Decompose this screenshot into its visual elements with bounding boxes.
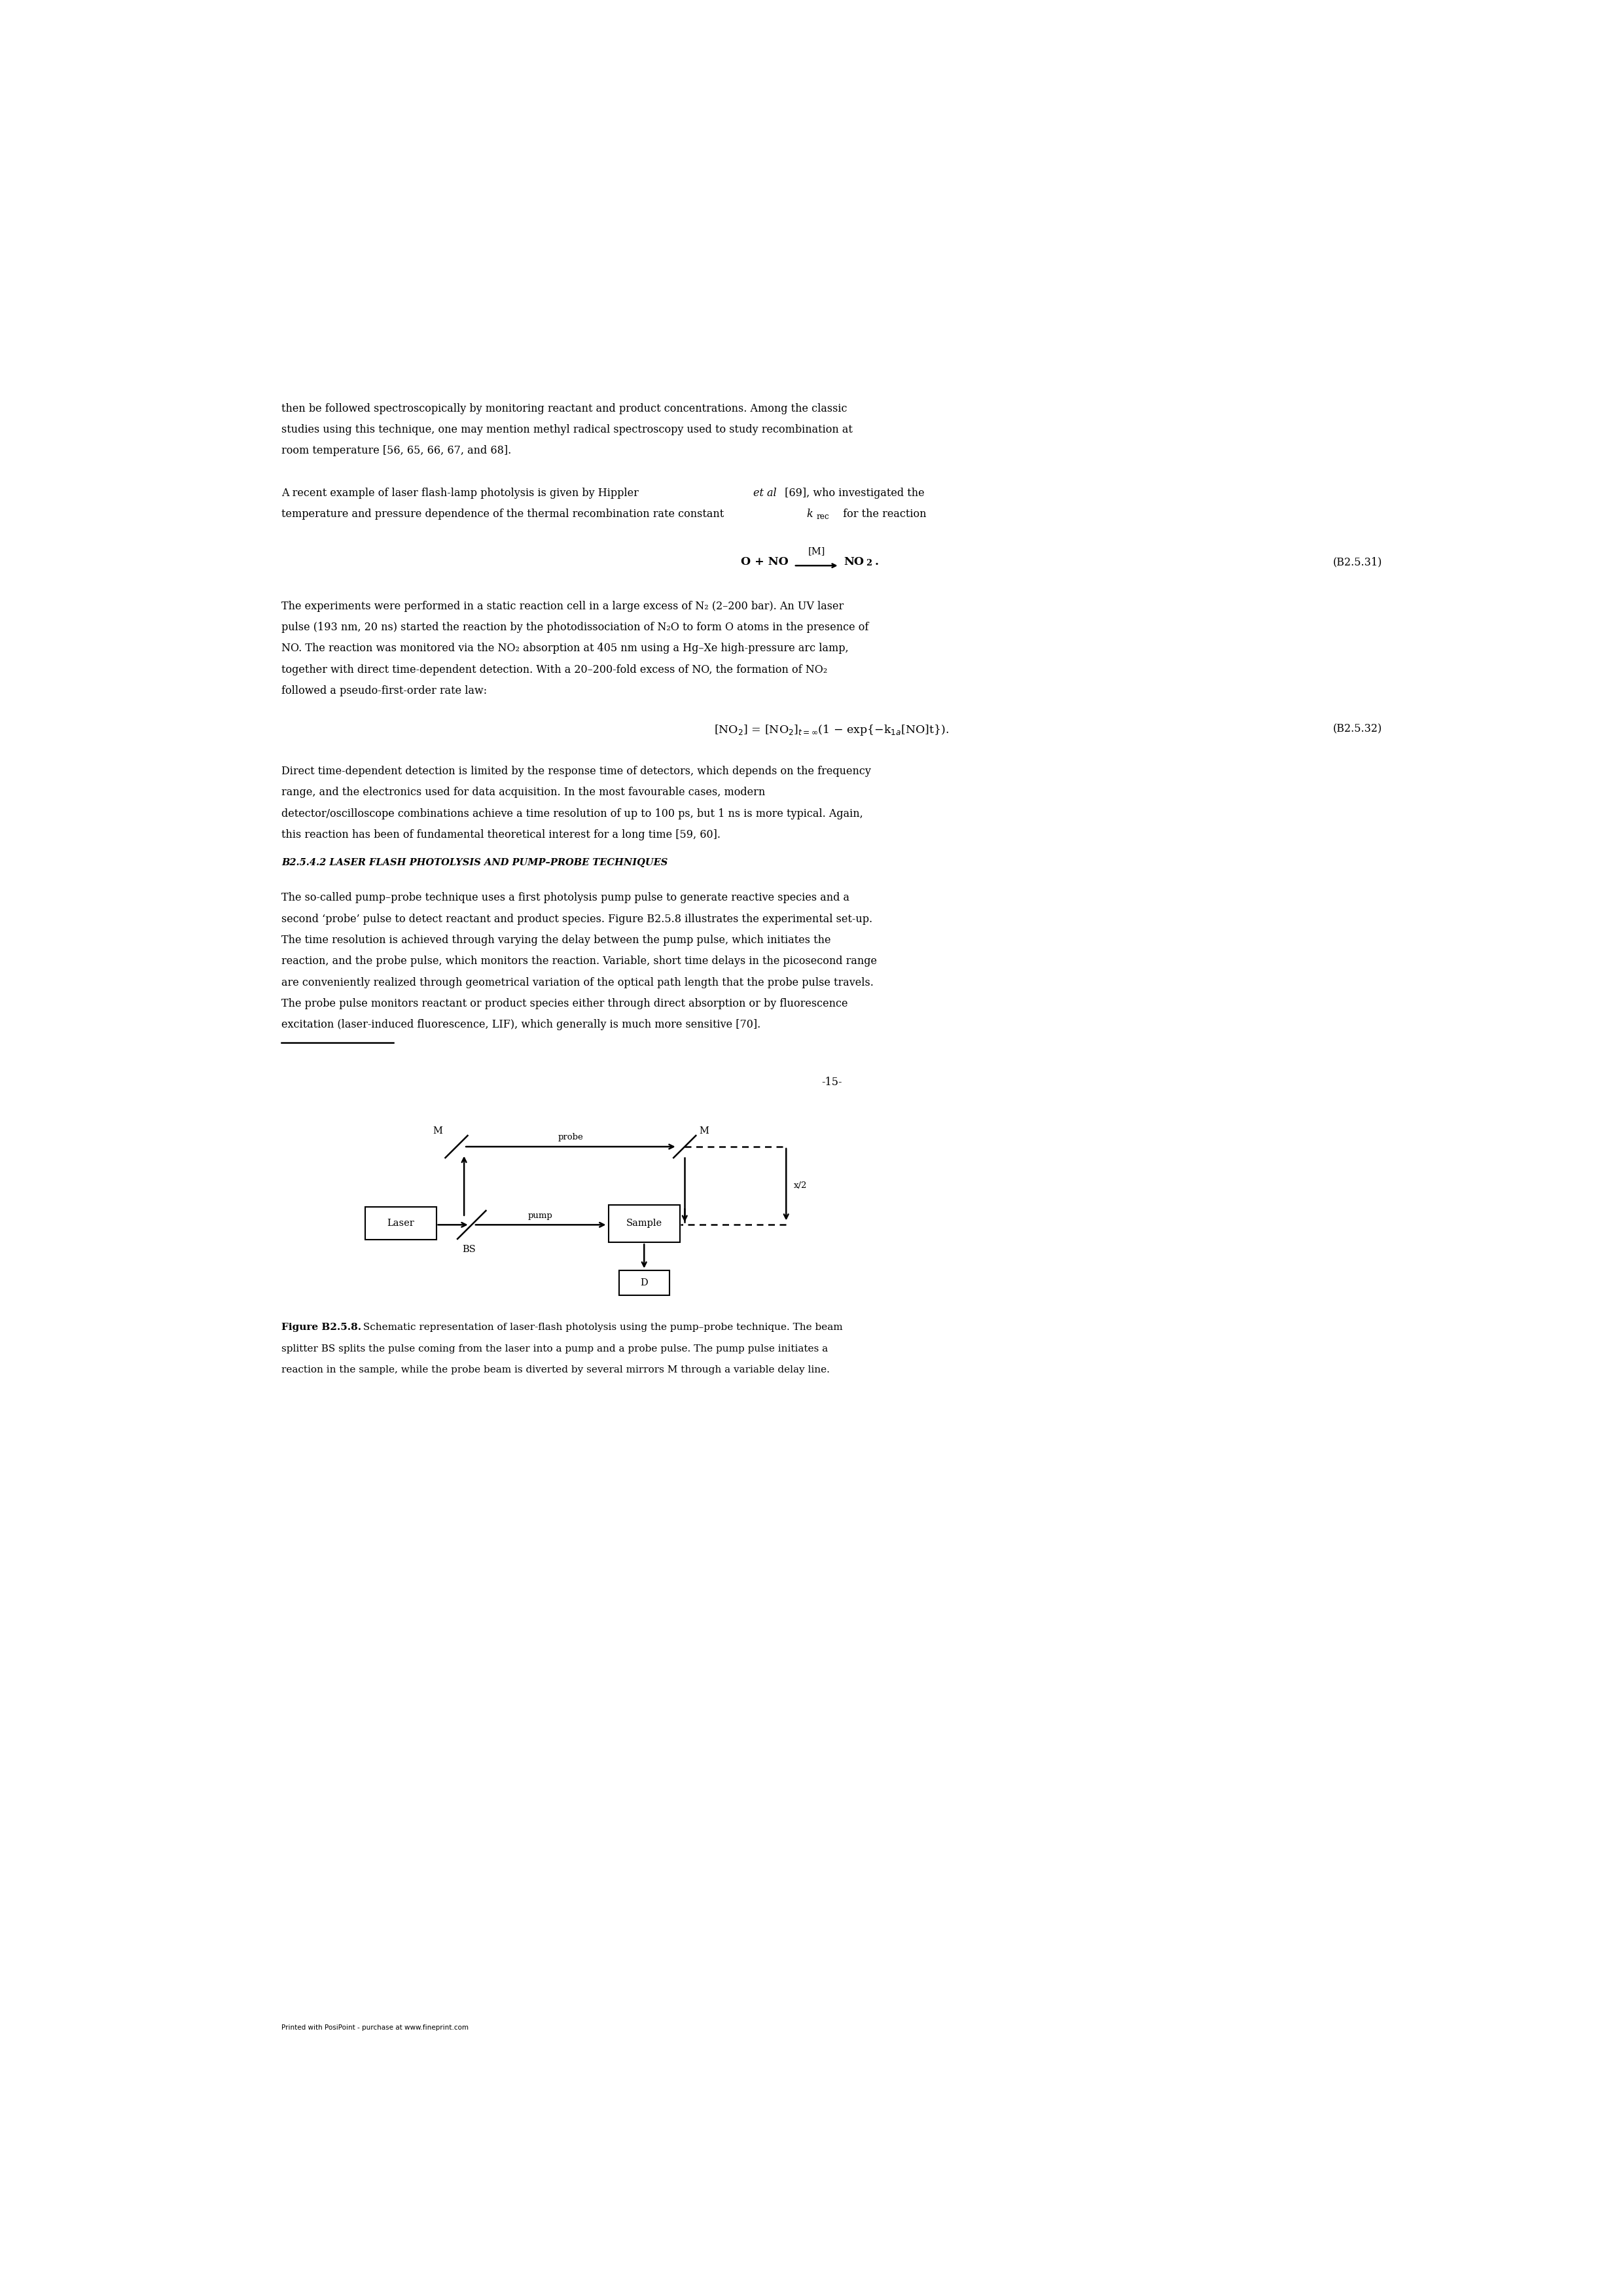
Text: rec: rec <box>816 512 829 521</box>
Text: 2: 2 <box>865 558 872 567</box>
Text: Sample: Sample <box>626 1219 662 1228</box>
Text: The time resolution is achieved through varying the delay between the pump pulse: The time resolution is achieved through … <box>281 934 831 946</box>
Text: detector/oscilloscope combinations achieve a time resolution of up to 100 ps, bu: detector/oscilloscope combinations achie… <box>281 808 863 820</box>
Text: k: k <box>807 510 813 519</box>
Text: room temperature [56, 65, 66, 67, and 68].: room temperature [56, 65, 66, 67, and 68… <box>281 445 511 457</box>
Text: reaction, and the probe pulse, which monitors the reaction. Variable, short time: reaction, and the probe pulse, which mon… <box>281 955 876 967</box>
Text: second ‘probe’ pulse to detect reactant and product species. Figure B2.5.8 illus: second ‘probe’ pulse to detect reactant … <box>281 914 873 925</box>
Text: -15-: -15- <box>821 1077 842 1088</box>
Bar <box>609 1205 680 1242</box>
Text: M: M <box>700 1127 709 1137</box>
Text: Schematic representation of laser-flash photolysis using the pump–probe techniqu: Schematic representation of laser-flash … <box>360 1322 842 1332</box>
Text: Printed with PosiPoint - purchase at www.fineprint.com: Printed with PosiPoint - purchase at www… <box>281 2025 469 2032</box>
Text: Direct time-dependent detection is limited by the response time of detectors, wh: Direct time-dependent detection is limit… <box>281 765 872 776</box>
Text: [NO$_2$] = [NO$_2$]$_{t=\infty}$(1 − exp{−k$_{1a}$[NO]t}).: [NO$_2$] = [NO$_2$]$_{t=\infty}$(1 − exp… <box>714 723 949 737</box>
Text: BS: BS <box>463 1244 476 1254</box>
Text: M: M <box>433 1127 441 1137</box>
Text: followed a pseudo-first-order rate law:: followed a pseudo-first-order rate law: <box>281 684 487 696</box>
Text: temperature and pressure dependence of the thermal recombination rate constant: temperature and pressure dependence of t… <box>281 510 727 519</box>
Text: this reaction has been of fundamental theoretical interest for a long time [59, : this reaction has been of fundamental th… <box>281 829 721 840</box>
Text: [69], who investigated the: [69], who investigated the <box>781 487 923 498</box>
Text: are conveniently realized through geometrical variation of the optical path leng: are conveniently realized through geomet… <box>281 978 873 987</box>
Text: reaction in the sample, while the probe beam is diverted by several mirrors M th: reaction in the sample, while the probe … <box>281 1366 829 1375</box>
Text: pump: pump <box>527 1212 552 1219</box>
Text: O + NO: O + NO <box>740 556 789 567</box>
Text: splitter BS splits the pulse coming from the laser into a pump and a probe pulse: splitter BS splits the pulse coming from… <box>281 1343 828 1352</box>
Bar <box>618 1270 669 1295</box>
Text: Figure B2.5.8.: Figure B2.5.8. <box>281 1322 362 1332</box>
Text: [M]: [M] <box>808 546 824 556</box>
Text: et al: et al <box>753 487 776 498</box>
Text: probe: probe <box>558 1134 583 1141</box>
Text: (B2.5.32): (B2.5.32) <box>1332 723 1383 735</box>
Text: Laser: Laser <box>386 1219 414 1228</box>
Text: The so-called pump–probe technique uses a first photolysis pump pulse to generat: The so-called pump–probe technique uses … <box>281 893 849 905</box>
Text: range, and the electronics used for data acquisition. In the most favourable cas: range, and the electronics used for data… <box>281 788 766 799</box>
Text: for the reaction: for the reaction <box>839 510 927 519</box>
Text: .: . <box>875 556 878 567</box>
Text: (B2.5.31): (B2.5.31) <box>1332 556 1383 567</box>
Text: then be followed spectroscopically by monitoring reactant and product concentrat: then be followed spectroscopically by mo… <box>281 404 847 413</box>
Text: B2.5.4.2 LASER FLASH PHOTOLYSIS AND PUMP–PROBE TECHNIQUES: B2.5.4.2 LASER FLASH PHOTOLYSIS AND PUMP… <box>281 859 667 868</box>
Text: studies using this technique, one may mention methyl radical spectroscopy used t: studies using this technique, one may me… <box>281 425 852 436</box>
Text: excitation (laser-induced fluorescence, LIF), which generally is much more sensi: excitation (laser-induced fluorescence, … <box>281 1019 761 1031</box>
Bar <box>365 1208 437 1240</box>
Text: NO. The reaction was monitored via the NO₂ absorption at 405 nm using a Hg–Xe hi: NO. The reaction was monitored via the N… <box>281 643 849 654</box>
Text: The probe pulse monitors reactant or product species either through direct absor: The probe pulse monitors reactant or pro… <box>281 999 847 1010</box>
Text: pulse (193 nm, 20 ns) started the reaction by the photodissociation of N₂O to fo: pulse (193 nm, 20 ns) started the reacti… <box>281 622 868 634</box>
Text: D: D <box>641 1279 648 1288</box>
Text: x/2: x/2 <box>794 1182 807 1189</box>
Text: NO: NO <box>844 556 863 567</box>
Text: The experiments were performed in a static reaction cell in a large excess of N₂: The experiments were performed in a stat… <box>281 602 844 611</box>
Text: together with direct time-dependent detection. With a 20–200-fold excess of NO, : together with direct time-dependent dete… <box>281 664 828 675</box>
Text: A recent example of laser flash-lamp photolysis is given by Hippler: A recent example of laser flash-lamp pho… <box>281 487 643 498</box>
